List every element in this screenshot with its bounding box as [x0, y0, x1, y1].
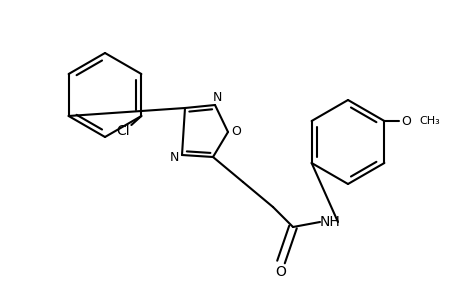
Text: Cl: Cl — [116, 124, 130, 138]
Text: NH: NH — [319, 215, 340, 229]
Text: O: O — [230, 124, 241, 137]
Text: O: O — [401, 115, 410, 128]
Text: O: O — [275, 265, 286, 279]
Text: CH₃: CH₃ — [419, 116, 439, 126]
Text: N: N — [212, 91, 221, 103]
Text: N: N — [169, 151, 178, 164]
